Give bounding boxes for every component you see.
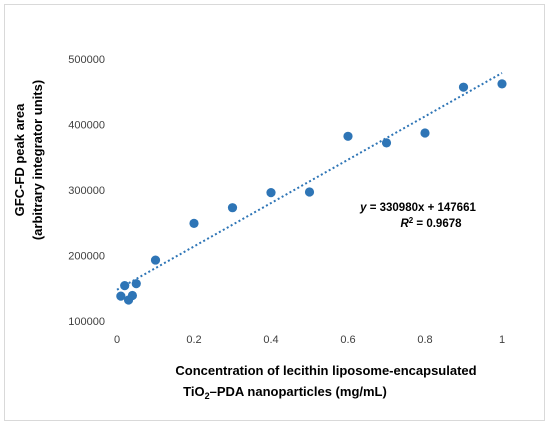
y-axis-title-line1: GFC-FD peak area	[12, 103, 27, 216]
data-point	[497, 79, 507, 89]
x-tick-label: 0	[114, 334, 120, 346]
chart-frame	[4, 4, 545, 421]
data-point	[131, 279, 141, 289]
data-point	[127, 290, 137, 301]
data-point	[189, 218, 199, 229]
data-point	[343, 131, 353, 141]
y-tick-label: 500000	[68, 54, 105, 66]
x-tick-label: 0.2	[186, 334, 201, 346]
data-point	[381, 138, 392, 148]
data-point	[120, 281, 130, 291]
equation-rest: = 330980x + 147661	[367, 202, 477, 214]
y-axis-title-line2: (arbitrary integrator units)	[30, 80, 45, 240]
y-tick-label: 200000	[68, 251, 105, 263]
x-axis-ticks: 0 0.2 0.4 0.6 0.8 1	[114, 334, 505, 346]
y-tick-label: 300000	[68, 185, 105, 197]
data-point	[150, 255, 161, 265]
x-axis-title-line2: TiO2–PDA nanoparticles (mg/mL)	[183, 384, 387, 401]
data-point	[116, 291, 126, 301]
x-tick-label: 0.4	[263, 334, 278, 346]
x-tick-label: 1	[499, 334, 505, 346]
x-tick-label: 0.6	[340, 334, 355, 346]
data-point	[266, 188, 276, 198]
data-points	[116, 79, 507, 305]
equation-y-var: y	[359, 202, 367, 214]
trendline-layer	[116, 72, 503, 291]
y-tick-label: 100000	[68, 316, 105, 328]
r-squared-value: = 0.9678	[413, 218, 462, 230]
data-point	[227, 203, 238, 213]
data-point	[304, 187, 315, 197]
y-tick-label: 400000	[68, 120, 105, 132]
r-squared: R2 = 0.9678	[400, 216, 462, 231]
linear-trendline	[116, 72, 503, 291]
x-tick-label: 0.8	[417, 334, 432, 346]
y-axis-ticks: 100000 200000 300000 400000 500000	[68, 54, 105, 328]
data-point	[458, 82, 469, 92]
data-point	[420, 128, 430, 138]
trendline-equation: y = 330980x + 147661	[359, 202, 476, 214]
x-axis-title-line1: Concentration of lecithin liposome-encap…	[175, 363, 476, 378]
